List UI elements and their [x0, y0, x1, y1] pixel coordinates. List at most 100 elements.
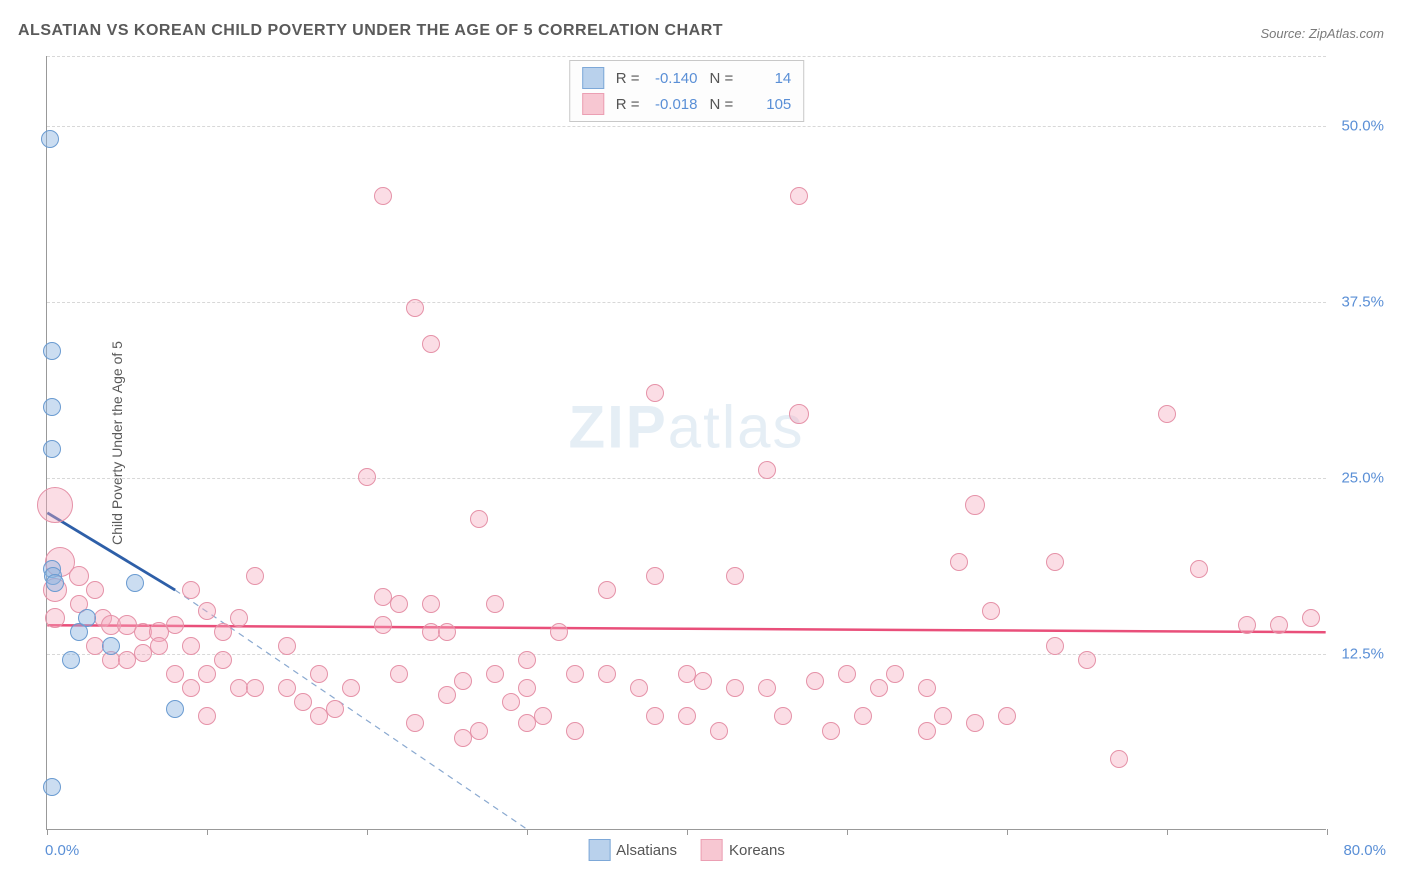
point-korean	[45, 608, 65, 628]
point-korean	[470, 722, 488, 740]
point-korean	[438, 686, 456, 704]
point-korean	[166, 616, 184, 634]
point-alsatian	[43, 342, 61, 360]
watermark-zip: ZIP	[568, 394, 667, 461]
point-korean	[486, 595, 504, 613]
point-alsatian	[62, 651, 80, 669]
point-korean	[566, 722, 584, 740]
point-korean	[246, 567, 264, 585]
point-korean	[326, 700, 344, 718]
r-value-koreans: -0.018	[648, 96, 698, 113]
point-korean	[278, 679, 296, 697]
legend-row-koreans: R = -0.018 N = 105	[582, 91, 792, 117]
correlation-legend: R = -0.140 N = 14 R = -0.018 N = 105	[569, 60, 805, 122]
point-korean	[182, 637, 200, 655]
point-korean	[182, 679, 200, 697]
point-korean	[870, 679, 888, 697]
point-korean	[1078, 651, 1096, 669]
point-korean	[1158, 405, 1176, 423]
point-korean	[534, 707, 552, 725]
point-korean	[390, 595, 408, 613]
point-korean	[758, 461, 776, 479]
point-korean	[678, 707, 696, 725]
point-korean	[422, 595, 440, 613]
n-label: N =	[710, 96, 734, 113]
legend-item-alsatians: Alsatians	[588, 839, 677, 861]
legend-label-alsatians: Alsatians	[616, 842, 677, 859]
point-korean	[934, 707, 952, 725]
point-korean	[1270, 616, 1288, 634]
point-korean	[646, 567, 664, 585]
point-korean	[550, 623, 568, 641]
point-korean	[950, 553, 968, 571]
point-korean	[598, 581, 616, 599]
point-korean	[822, 722, 840, 740]
point-korean	[37, 487, 73, 523]
point-korean	[838, 665, 856, 683]
point-korean	[1046, 553, 1064, 571]
point-korean	[1046, 637, 1064, 655]
point-korean	[966, 714, 984, 732]
point-korean	[470, 510, 488, 528]
point-korean	[646, 384, 664, 402]
point-korean	[1190, 560, 1208, 578]
swatch-koreans	[701, 839, 723, 861]
watermark-atlas: atlas	[668, 394, 805, 461]
point-korean	[230, 609, 248, 627]
n-label: N =	[710, 70, 734, 87]
y-tick-label: 50.0%	[1341, 118, 1384, 135]
point-korean	[789, 404, 809, 424]
y-axis-label: Child Poverty Under the Age of 5	[109, 341, 125, 545]
n-value-alsatians: 14	[741, 70, 791, 87]
series-legend: Alsatians Koreans	[588, 839, 785, 861]
x-axis-end-label: 80.0%	[1343, 842, 1386, 859]
point-korean	[406, 714, 424, 732]
y-tick-label: 25.0%	[1341, 470, 1384, 487]
r-label: R =	[616, 70, 640, 87]
point-korean	[214, 651, 232, 669]
point-korean	[726, 679, 744, 697]
legend-row-alsatians: R = -0.140 N = 14	[582, 65, 792, 91]
point-alsatian	[43, 778, 61, 796]
point-alsatian	[166, 700, 184, 718]
point-korean	[422, 335, 440, 353]
point-alsatian	[126, 574, 144, 592]
swatch-alsatians	[582, 67, 604, 89]
point-korean	[854, 707, 872, 725]
r-label: R =	[616, 96, 640, 113]
point-korean	[694, 672, 712, 690]
legend-item-koreans: Koreans	[701, 839, 785, 861]
swatch-koreans	[582, 93, 604, 115]
point-korean	[182, 581, 200, 599]
point-korean	[774, 707, 792, 725]
point-alsatian	[41, 130, 59, 148]
point-korean	[566, 665, 584, 683]
point-korean	[198, 602, 216, 620]
point-korean	[358, 468, 376, 486]
point-korean	[69, 566, 89, 586]
point-korean	[1238, 616, 1256, 634]
point-alsatian	[43, 398, 61, 416]
point-korean	[214, 623, 232, 641]
point-korean	[390, 665, 408, 683]
y-tick-label: 37.5%	[1341, 294, 1384, 311]
point-korean	[886, 665, 904, 683]
point-alsatian	[46, 574, 64, 592]
point-korean	[438, 623, 456, 641]
point-korean	[646, 707, 664, 725]
point-korean	[86, 581, 104, 599]
r-value-alsatians: -0.140	[648, 70, 698, 87]
point-korean	[965, 495, 985, 515]
point-korean	[790, 187, 808, 205]
n-value-koreans: 105	[741, 96, 791, 113]
point-korean	[166, 665, 184, 683]
point-korean	[710, 722, 728, 740]
point-korean	[246, 679, 264, 697]
point-korean	[198, 707, 216, 725]
x-axis-start-label: 0.0%	[45, 842, 79, 859]
point-korean	[630, 679, 648, 697]
point-korean	[198, 665, 216, 683]
point-korean	[758, 679, 776, 697]
point-korean	[806, 672, 824, 690]
point-korean	[374, 616, 392, 634]
